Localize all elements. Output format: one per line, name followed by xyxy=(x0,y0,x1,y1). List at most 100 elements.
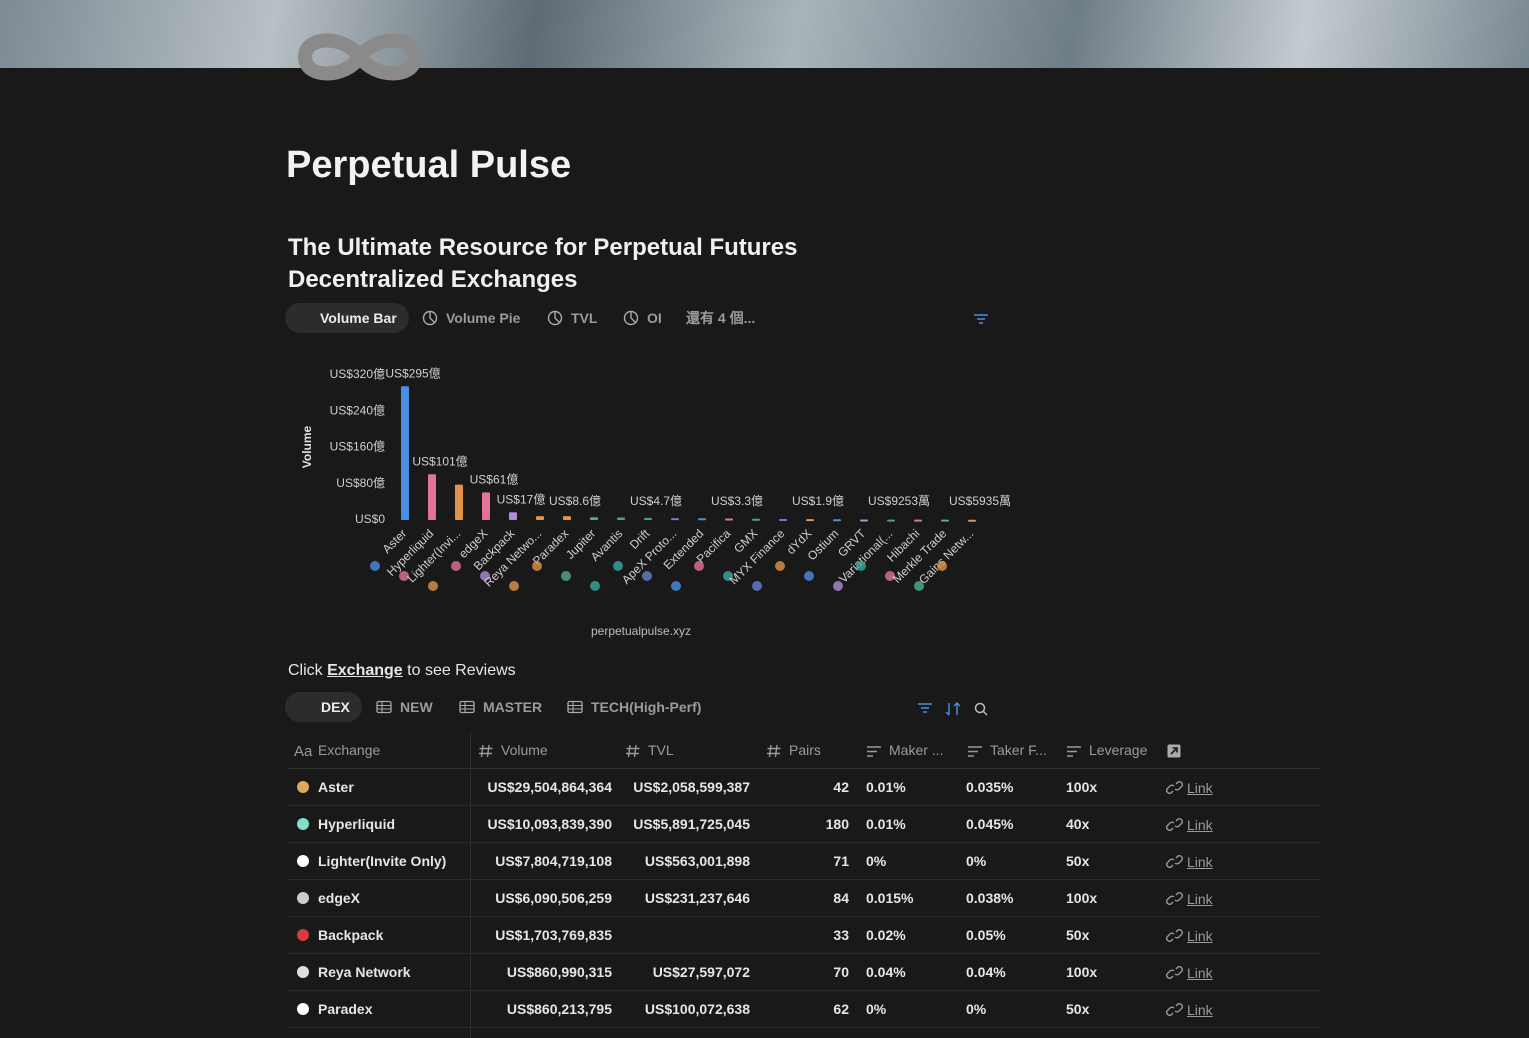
exchange-name[interactable]: Backpack xyxy=(318,927,384,943)
link[interactable]: Link xyxy=(1187,780,1213,796)
y-tick-label: US$0 xyxy=(355,512,385,526)
cell-value: US$231,237,646 xyxy=(644,890,750,906)
page-title: Perpetual Pulse xyxy=(286,144,572,186)
table-tab[interactable]: MASTER xyxy=(483,699,543,715)
filter-icon[interactable] xyxy=(972,312,990,326)
exchange-icon xyxy=(642,571,652,581)
cell-value: US$5,891,725,045 xyxy=(633,816,750,832)
row-icon xyxy=(297,818,309,830)
exchange-name[interactable]: Paradex xyxy=(318,1001,373,1017)
column-header[interactable]: TVL xyxy=(648,742,674,758)
link-icon xyxy=(1166,966,1183,979)
cell-value: 0.01% xyxy=(866,816,906,832)
link[interactable]: Link xyxy=(1187,1002,1213,1018)
cell-value: 0.038% xyxy=(966,890,1014,906)
table-line xyxy=(288,953,1320,954)
value-label: US$101億 xyxy=(412,454,467,468)
exchange-icon xyxy=(428,581,438,591)
exchange-icon xyxy=(509,581,519,591)
column-header[interactable]: Volume xyxy=(501,742,548,758)
column-header[interactable]: Leverage xyxy=(1089,742,1148,758)
exchange-name[interactable]: Aster xyxy=(318,779,354,795)
table-tools[interactable] xyxy=(915,700,995,718)
bar xyxy=(455,484,463,520)
bar xyxy=(482,492,490,520)
link[interactable]: Link xyxy=(1187,817,1213,833)
cell-value: 0.015% xyxy=(866,890,914,906)
column-icon xyxy=(1067,746,1081,757)
cell-value: US$6,090,506,259 xyxy=(495,890,612,906)
cell-value: 0.035% xyxy=(966,779,1014,795)
column-icon xyxy=(968,746,982,757)
bar xyxy=(536,516,544,520)
cell-value: 71 xyxy=(833,853,849,869)
exchange-icon xyxy=(590,581,600,591)
view-tab[interactable]: 還有 4 個... xyxy=(686,310,756,326)
page-icon xyxy=(297,33,423,81)
exchange-link[interactable]: Exchange xyxy=(327,662,403,679)
cell-value: 0.04% xyxy=(966,964,1006,980)
exchange-icon xyxy=(694,561,704,571)
cell-value: US$860,213,795 xyxy=(506,1001,612,1017)
intro-text: Click xyxy=(288,662,328,679)
chart: VolumeUS$0US$80億US$160億US$240億US$320億Ast… xyxy=(300,366,1010,638)
view-tab[interactable]: OI xyxy=(647,310,662,326)
cell-value: 100x xyxy=(1066,890,1098,906)
value-label: US$8.6億 xyxy=(549,494,601,508)
table-tab[interactable]: TECH(High-Perf) xyxy=(591,699,702,715)
link[interactable]: Link xyxy=(1187,854,1213,870)
cell-value: US$563,001,898 xyxy=(644,853,750,869)
exchange-name[interactable]: Lighter(Invite Only) xyxy=(318,853,447,869)
cell-value: 62 xyxy=(833,1001,849,1017)
table-line xyxy=(288,842,1320,843)
cell-value: 0% xyxy=(966,853,987,869)
view-tab[interactable]: TVL xyxy=(571,310,598,326)
column-header[interactable]: Pairs xyxy=(789,742,821,758)
link[interactable]: Link xyxy=(1187,891,1213,907)
bar xyxy=(671,518,679,521)
cell-value: 0% xyxy=(966,1001,987,1017)
cell-value: US$100,072,638 xyxy=(644,1001,750,1017)
bar xyxy=(860,519,868,522)
exchange-icon xyxy=(775,561,785,571)
value-label: US$61億 xyxy=(470,473,519,487)
y-tick-label: US$80億 xyxy=(336,476,385,490)
exchange-icon xyxy=(613,561,623,571)
column-icon xyxy=(479,744,493,758)
value-label: US$5935萬 xyxy=(949,494,1010,508)
table-tab[interactable]: NEW xyxy=(400,699,433,715)
bar xyxy=(725,518,733,521)
exchange-icon xyxy=(856,561,866,571)
exchange-name[interactable]: Hyperliquid xyxy=(318,816,396,832)
exchange-icon xyxy=(561,571,571,581)
exchange-icon xyxy=(532,561,542,571)
table-line xyxy=(288,768,1320,769)
tab-icon xyxy=(376,700,392,714)
subtitle: The Ultimate Resource for Perpetual Futu… xyxy=(288,234,798,293)
bar xyxy=(644,517,652,520)
view-tab[interactable]: Volume Pie xyxy=(446,310,521,326)
bar xyxy=(833,519,841,522)
exchange-name[interactable]: edgeX xyxy=(318,890,361,906)
table-tab[interactable]: DEX xyxy=(285,692,362,722)
table-line xyxy=(288,990,1320,991)
intro-text: to see Reviews xyxy=(402,662,516,679)
y-tick-label: US$240億 xyxy=(330,403,385,417)
column-header[interactable]: Exchange xyxy=(318,742,381,758)
exchange-icon xyxy=(671,581,681,591)
cell-value: 42 xyxy=(833,779,849,795)
tab-icon xyxy=(623,310,639,326)
table-line xyxy=(288,1027,1320,1028)
cell-value: US$10,093,839,390 xyxy=(487,816,612,832)
link-icon xyxy=(1166,892,1183,905)
exchange-name[interactable]: Reya Network xyxy=(318,964,411,980)
link-icon xyxy=(1166,1003,1183,1016)
row-icon xyxy=(297,966,309,978)
view-tab[interactable]: Volume Bar xyxy=(285,303,409,333)
link[interactable]: Link xyxy=(1187,928,1213,944)
link[interactable]: Link xyxy=(1187,965,1213,981)
column-header[interactable]: Maker ... xyxy=(889,742,944,758)
column-header[interactable]: Taker F... xyxy=(990,742,1047,758)
link-icon xyxy=(1166,781,1183,794)
